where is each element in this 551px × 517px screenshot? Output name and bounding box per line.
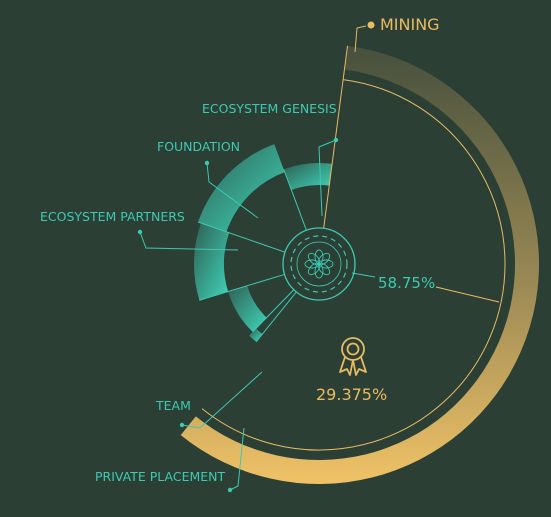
legend-dot-ecosystem-genesis (333, 137, 339, 143)
leader-line-team (181, 371, 263, 429)
pie-slices (180, 45, 539, 484)
hub-flower-icon (304, 249, 334, 279)
leader-lines (137, 21, 500, 493)
legend-dot-foundation (204, 160, 210, 166)
slice-divider-lines (197, 45, 506, 451)
leader-line-mining (354, 25, 367, 53)
hub-petal (307, 252, 321, 266)
slice-ecosystem-genesis (249, 328, 263, 342)
label-foundation: FOUNDATION (157, 139, 240, 154)
label-team: TEAM (155, 398, 191, 413)
divider-line (252, 289, 295, 333)
divider-line (323, 45, 349, 229)
label-private-placement: PRIVATE PLACEMENT (95, 469, 226, 484)
label-ecosystem-partners: ECOSYSTEM PARTNERS (40, 209, 185, 224)
slice-ecosystem-partners (194, 222, 230, 301)
slice-mining (180, 45, 539, 484)
label-mining: MINING (380, 15, 440, 34)
label-mining-half-percent: 29.375% (316, 385, 387, 404)
label-mining-percent: 58.75% (378, 274, 435, 292)
slice-foundation (228, 285, 267, 332)
leader-line-foundation (206, 162, 259, 219)
slice-labels: MINING ECOSYSTEM GENESIS FOUNDATION ECOS… (40, 15, 440, 484)
leader-line-mining-percent (351, 272, 376, 278)
chart-hub (282, 227, 356, 301)
leader-line-mining-percent-outer (435, 286, 500, 303)
legend-dot-team (179, 422, 185, 428)
legend-dot-mining (367, 21, 375, 29)
award-ribbon-icon (339, 337, 367, 376)
slice-private-placement (283, 163, 333, 190)
slice-team (198, 144, 285, 232)
legend-dot-ecosystem-partners (137, 229, 143, 235)
leader-line-ecosystem-genesis (318, 139, 337, 217)
leader-line-private-placement (229, 427, 245, 491)
hub-dashed-ring (290, 235, 348, 293)
legend-dot-private-placement (227, 487, 233, 493)
label-ecosystem-genesis: ECOSYSTEM GENESIS (202, 101, 337, 116)
leader-line-ecosystem-partners (139, 231, 239, 251)
hub-inner-ring (296, 241, 342, 287)
mining-inner-arc (201, 79, 506, 451)
divider-line (199, 273, 285, 301)
divider-line (255, 291, 297, 343)
divider-line (283, 169, 307, 231)
divider-line (197, 221, 286, 253)
